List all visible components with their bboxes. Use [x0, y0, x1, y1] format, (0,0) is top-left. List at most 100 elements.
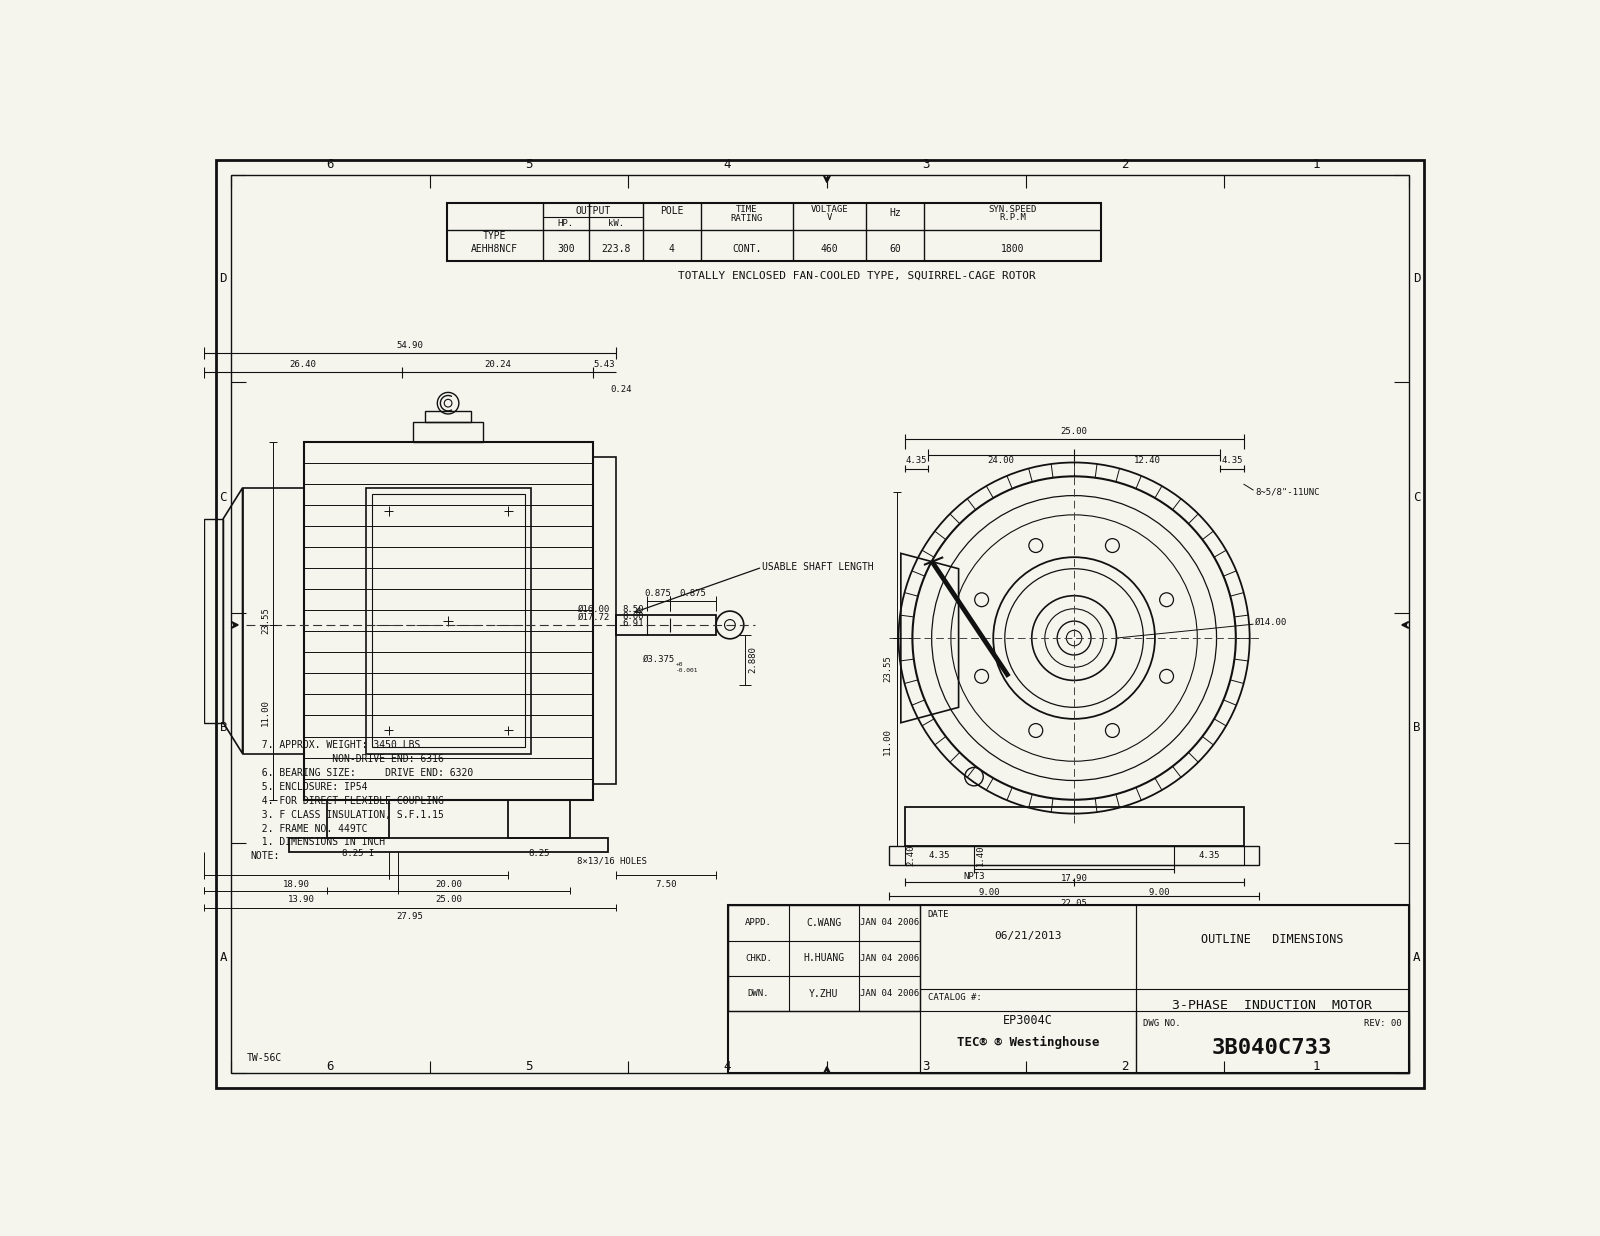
Text: C: C	[1413, 491, 1421, 504]
Text: DWN.: DWN.	[747, 989, 770, 999]
Text: 8.50: 8.50	[622, 606, 643, 614]
Text: 17.90: 17.90	[1061, 874, 1088, 883]
Bar	[728, 905, 1410, 1073]
Text: 4.35: 4.35	[906, 456, 926, 466]
Text: 2.880: 2.880	[749, 646, 757, 674]
Bar	[288, 838, 608, 852]
Text: JAN 04 2006: JAN 04 2006	[859, 954, 918, 963]
Bar	[205, 519, 224, 723]
Bar	[426, 410, 470, 423]
Text: APPD.: APPD.	[746, 918, 771, 927]
Bar	[243, 488, 304, 754]
Bar	[371, 494, 525, 748]
Text: B: B	[219, 722, 227, 734]
Text: 4: 4	[669, 245, 675, 255]
Text: TW-56C: TW-56C	[246, 1053, 282, 1063]
Text: 1: 1	[1314, 1060, 1320, 1073]
Text: POLE: POLE	[661, 205, 683, 216]
Text: 7. APPROX. WEIGHT: 3450 LBS: 7. APPROX. WEIGHT: 3450 LBS	[250, 740, 421, 750]
Text: 06/21/2013: 06/21/2013	[994, 931, 1062, 941]
Text: 3: 3	[923, 158, 930, 171]
Text: Ø16.00: Ø16.00	[578, 606, 610, 614]
Text: 22.05: 22.05	[1061, 900, 1088, 908]
Text: B: B	[1413, 722, 1421, 734]
Text: 2: 2	[1122, 158, 1128, 171]
Text: OUTPUT: OUTPUT	[576, 205, 611, 216]
Text: 6.91: 6.91	[622, 619, 643, 628]
Text: 12.40: 12.40	[1134, 456, 1160, 466]
Text: TEC® ® Westinghouse: TEC® ® Westinghouse	[957, 1036, 1099, 1049]
Text: TOTALLY ENCLOSED FAN-COOLED TYPE, SQUIRREL-CAGE ROTOR: TOTALLY ENCLOSED FAN-COOLED TYPE, SQUIRR…	[677, 271, 1035, 281]
Text: 8.25 I: 8.25 I	[342, 849, 374, 858]
Text: JAN 04 2006: JAN 04 2006	[859, 918, 918, 927]
Bar	[1136, 1011, 1410, 1073]
Text: 1. DIMENSIONS IN INCH: 1. DIMENSIONS IN INCH	[250, 838, 386, 848]
Text: TIME: TIME	[736, 205, 758, 214]
Text: 25.00: 25.00	[1061, 428, 1088, 436]
Text: 6. BEARING SIZE:     DRIVE END: 6320: 6. BEARING SIZE: DRIVE END: 6320	[250, 769, 474, 779]
Text: 2.40: 2.40	[906, 845, 915, 866]
Text: 5. ENCLOSURE: IP54: 5. ENCLOSURE: IP54	[250, 782, 368, 792]
Text: 4.35: 4.35	[928, 850, 950, 860]
Bar	[920, 905, 1136, 1073]
Text: 2. FRAME NO. 449TC: 2. FRAME NO. 449TC	[250, 823, 368, 833]
Text: 460: 460	[821, 245, 838, 255]
Text: 25.00: 25.00	[435, 895, 462, 905]
Text: 8~5/8"-11UNC: 8~5/8"-11UNC	[1254, 487, 1320, 496]
Bar	[890, 845, 1259, 865]
Text: Y.ZHU: Y.ZHU	[810, 989, 838, 999]
Text: 3: 3	[923, 1060, 930, 1073]
Text: NON-DRIVE END: 6316: NON-DRIVE END: 6316	[250, 754, 445, 764]
Text: JAN 04 2006: JAN 04 2006	[859, 989, 918, 999]
Text: 60: 60	[890, 245, 901, 255]
Text: RATING: RATING	[731, 214, 763, 222]
Text: SYN.SPEED: SYN.SPEED	[989, 205, 1037, 214]
Bar	[446, 203, 1101, 261]
Text: 8×13/16 HOLES: 8×13/16 HOLES	[578, 857, 648, 866]
Text: V: V	[827, 213, 832, 222]
Text: 3. F CLASS INSULATION, S.F.1.15: 3. F CLASS INSULATION, S.F.1.15	[250, 810, 445, 819]
Text: Ø3.375: Ø3.375	[643, 655, 675, 664]
Bar	[904, 807, 1243, 845]
Bar	[904, 807, 1243, 845]
Text: 20.24: 20.24	[483, 360, 510, 370]
Text: 5.43: 5.43	[594, 360, 614, 370]
Text: 11.00: 11.00	[261, 698, 270, 726]
Text: C: C	[219, 491, 227, 504]
Text: 223.8: 223.8	[602, 245, 630, 255]
Text: CHKD.: CHKD.	[746, 954, 771, 963]
Text: 7.50: 7.50	[656, 880, 677, 889]
Text: A: A	[1413, 952, 1421, 964]
Text: 6: 6	[326, 158, 334, 171]
Text: R.P.M: R.P.M	[998, 213, 1026, 222]
Text: DWG NO.: DWG NO.	[1144, 1018, 1181, 1027]
Bar	[594, 457, 616, 785]
Bar	[509, 800, 570, 838]
Text: 54.90: 54.90	[397, 341, 424, 350]
Text: OUTLINE   DIMENSIONS: OUTLINE DIMENSIONS	[1200, 933, 1344, 947]
Text: REV: 00: REV: 00	[1363, 1018, 1402, 1027]
Text: 8.00: 8.00	[622, 612, 643, 620]
Text: 0.24: 0.24	[611, 384, 632, 394]
Text: 4: 4	[723, 158, 731, 171]
Text: 5: 5	[525, 1060, 533, 1073]
Text: 4. FOR DIRECT FLEXIBLE COUPLING: 4. FOR DIRECT FLEXIBLE COUPLING	[250, 796, 445, 806]
Bar	[616, 616, 717, 635]
Bar	[304, 441, 594, 800]
Bar	[413, 423, 483, 441]
Text: 4: 4	[723, 1060, 731, 1073]
Text: D: D	[219, 272, 227, 286]
Text: 24.00: 24.00	[987, 456, 1014, 466]
Text: C.WANG: C.WANG	[806, 918, 842, 928]
Bar	[1136, 905, 1410, 1073]
Text: USABLE SHAFT LENGTH: USABLE SHAFT LENGTH	[762, 562, 874, 572]
Text: Ø17.72: Ø17.72	[578, 613, 610, 622]
Text: A: A	[219, 952, 227, 964]
Text: 23.55: 23.55	[883, 655, 893, 682]
Text: 20.00: 20.00	[435, 880, 462, 889]
Text: TYPE: TYPE	[483, 231, 507, 241]
Text: VOLTAGE: VOLTAGE	[811, 205, 848, 214]
Text: DATE: DATE	[928, 910, 949, 920]
Text: 5: 5	[525, 158, 533, 171]
Text: 1.40: 1.40	[976, 845, 984, 866]
